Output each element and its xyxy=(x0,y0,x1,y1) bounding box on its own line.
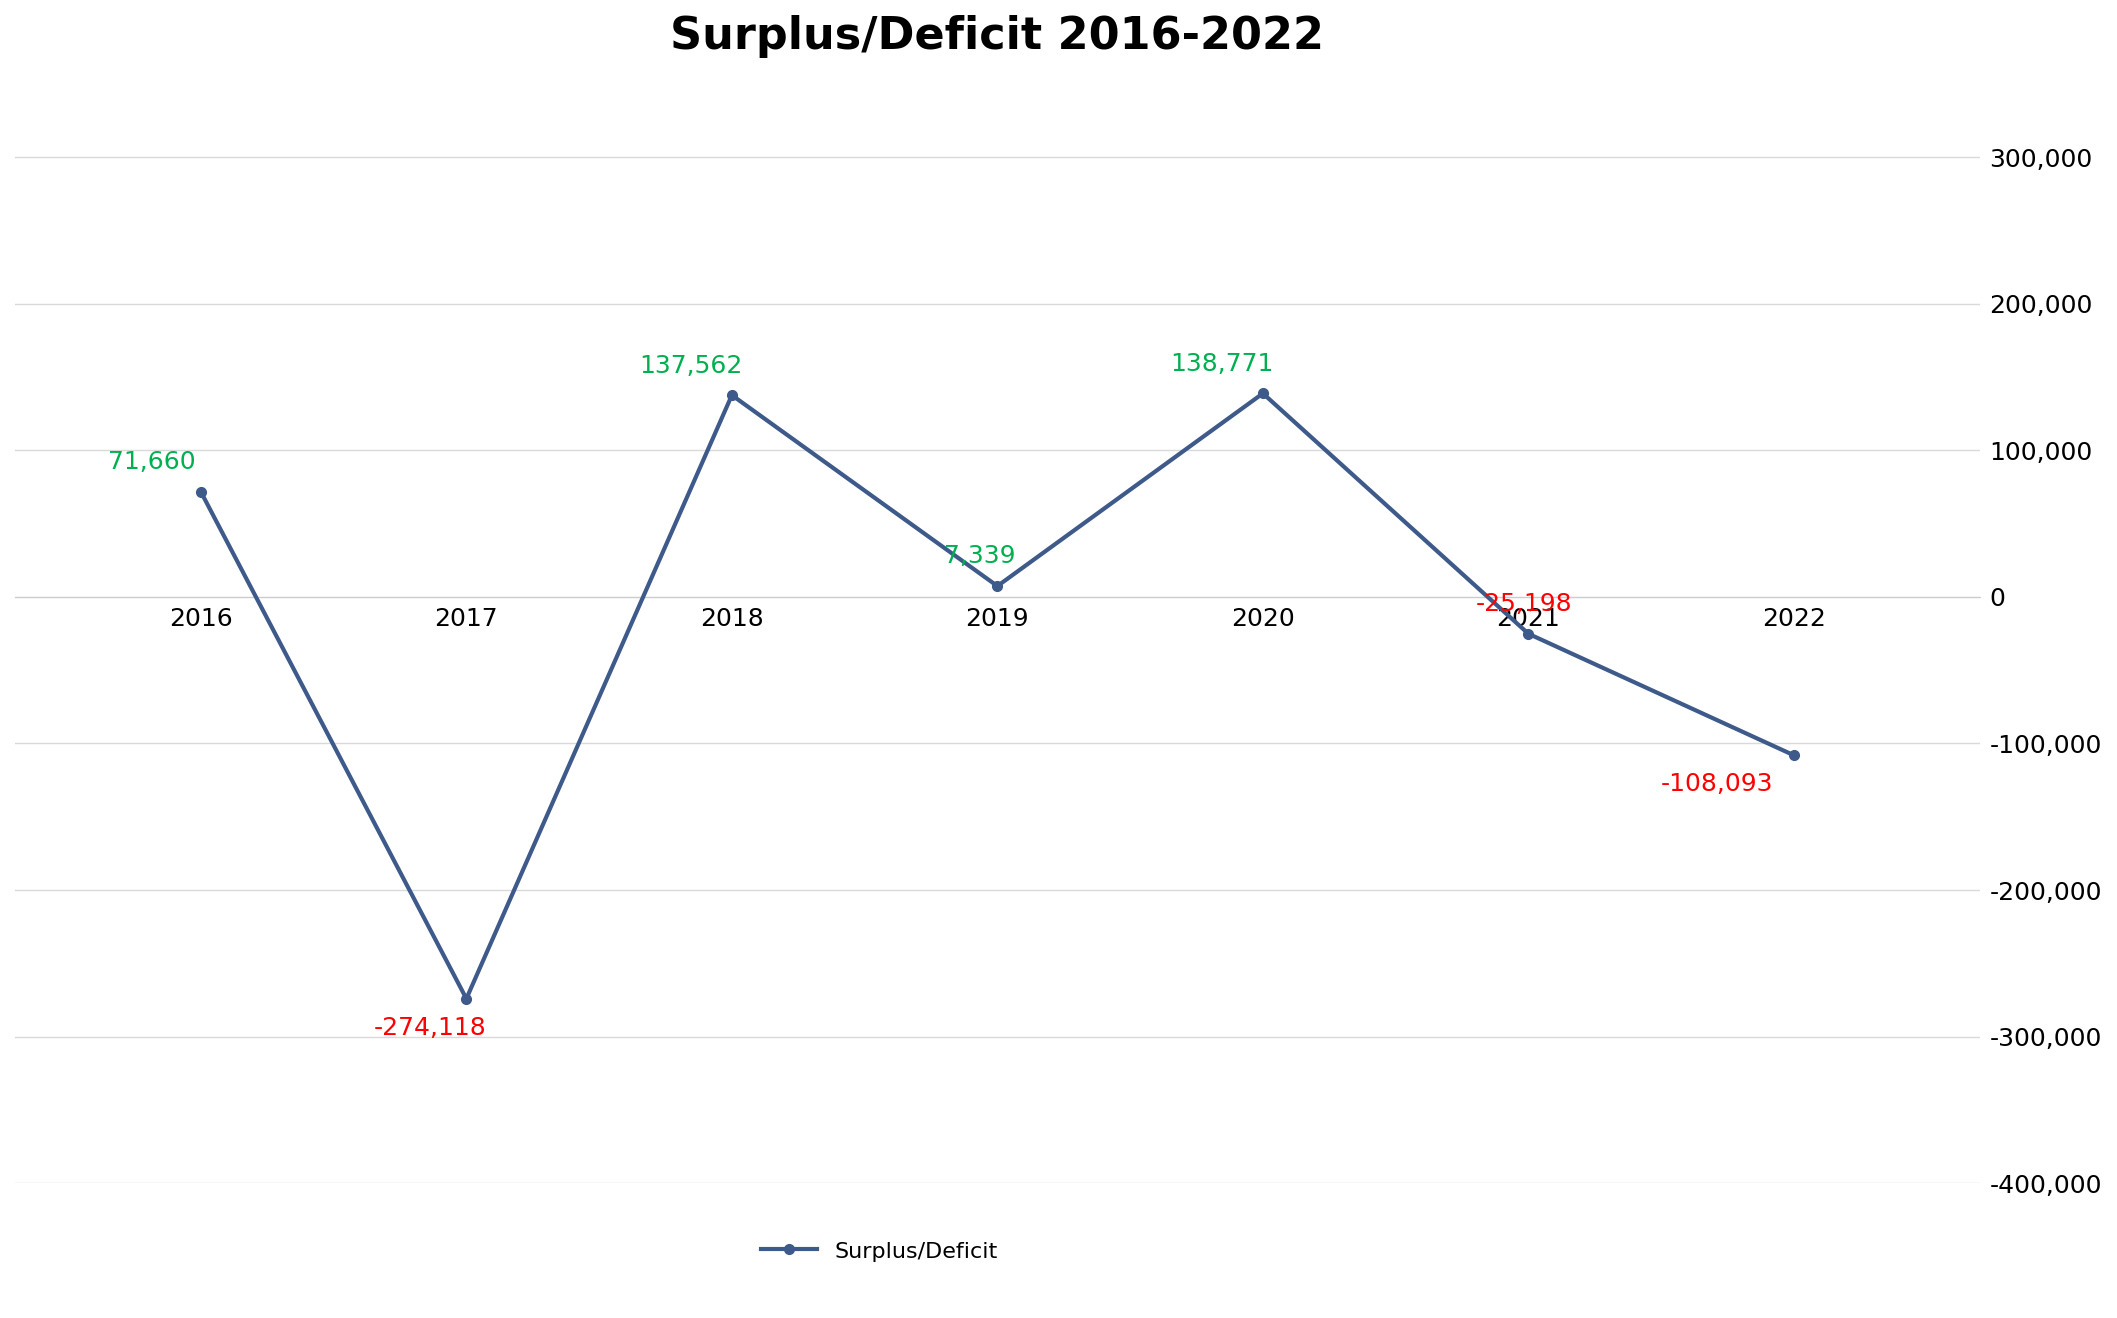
Surplus/Deficit xyxy=(188,484,214,500)
Line: Surplus/Deficit: Surplus/Deficit xyxy=(197,389,1799,1003)
Text: 138,771: 138,771 xyxy=(1171,352,1272,376)
Surplus/Deficit xyxy=(1251,385,1277,401)
Text: -108,093: -108,093 xyxy=(1662,772,1774,796)
Text: -25,198: -25,198 xyxy=(1476,592,1573,617)
Title: Surplus/Deficit 2016-2022: Surplus/Deficit 2016-2022 xyxy=(671,14,1325,58)
Text: 137,562: 137,562 xyxy=(639,353,743,377)
Text: 71,660: 71,660 xyxy=(108,451,195,474)
Surplus/Deficit xyxy=(1780,747,1806,763)
Text: -274,118: -274,118 xyxy=(373,1016,487,1040)
Surplus/Deficit xyxy=(453,991,478,1007)
Surplus/Deficit xyxy=(984,579,1010,594)
Legend: Surplus/Deficit: Surplus/Deficit xyxy=(752,1232,1008,1271)
Surplus/Deficit xyxy=(720,387,745,403)
Text: 7,339: 7,339 xyxy=(944,544,1016,568)
Surplus/Deficit xyxy=(1516,626,1541,642)
